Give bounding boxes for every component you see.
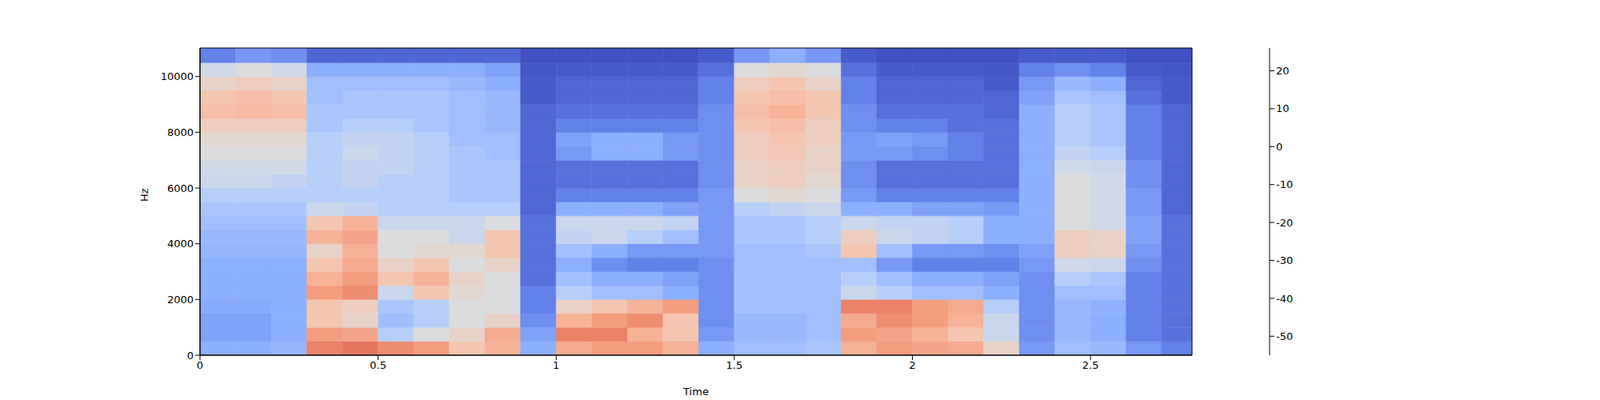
svg-text:-40: -40: [1276, 292, 1293, 305]
svg-text:0: 0: [187, 349, 194, 362]
svg-text:Hz: Hz: [138, 188, 151, 202]
svg-text:2000: 2000: [167, 293, 194, 306]
svg-text:-30: -30: [1276, 254, 1293, 267]
svg-text:-20: -20: [1276, 216, 1293, 229]
svg-text:0: 0: [196, 359, 204, 372]
svg-text:0.5: 0.5: [369, 359, 387, 372]
svg-text:-10: -10: [1276, 178, 1293, 191]
svg-text:2: 2: [908, 359, 916, 372]
svg-text:10: 10: [1276, 102, 1290, 115]
svg-text:8000: 8000: [167, 126, 194, 139]
svg-text:-50: -50: [1276, 330, 1293, 343]
svg-text:4000: 4000: [167, 237, 194, 250]
svg-text:0: 0: [1276, 140, 1283, 153]
svg-text:6000: 6000: [167, 182, 194, 195]
svg-text:2.5: 2.5: [1082, 359, 1100, 372]
svg-text:1.5: 1.5: [726, 359, 744, 372]
svg-text:20: 20: [1276, 64, 1290, 77]
svg-text:Time: Time: [682, 385, 709, 398]
svg-text:10000: 10000: [160, 70, 194, 83]
svg-text:1: 1: [552, 359, 560, 372]
